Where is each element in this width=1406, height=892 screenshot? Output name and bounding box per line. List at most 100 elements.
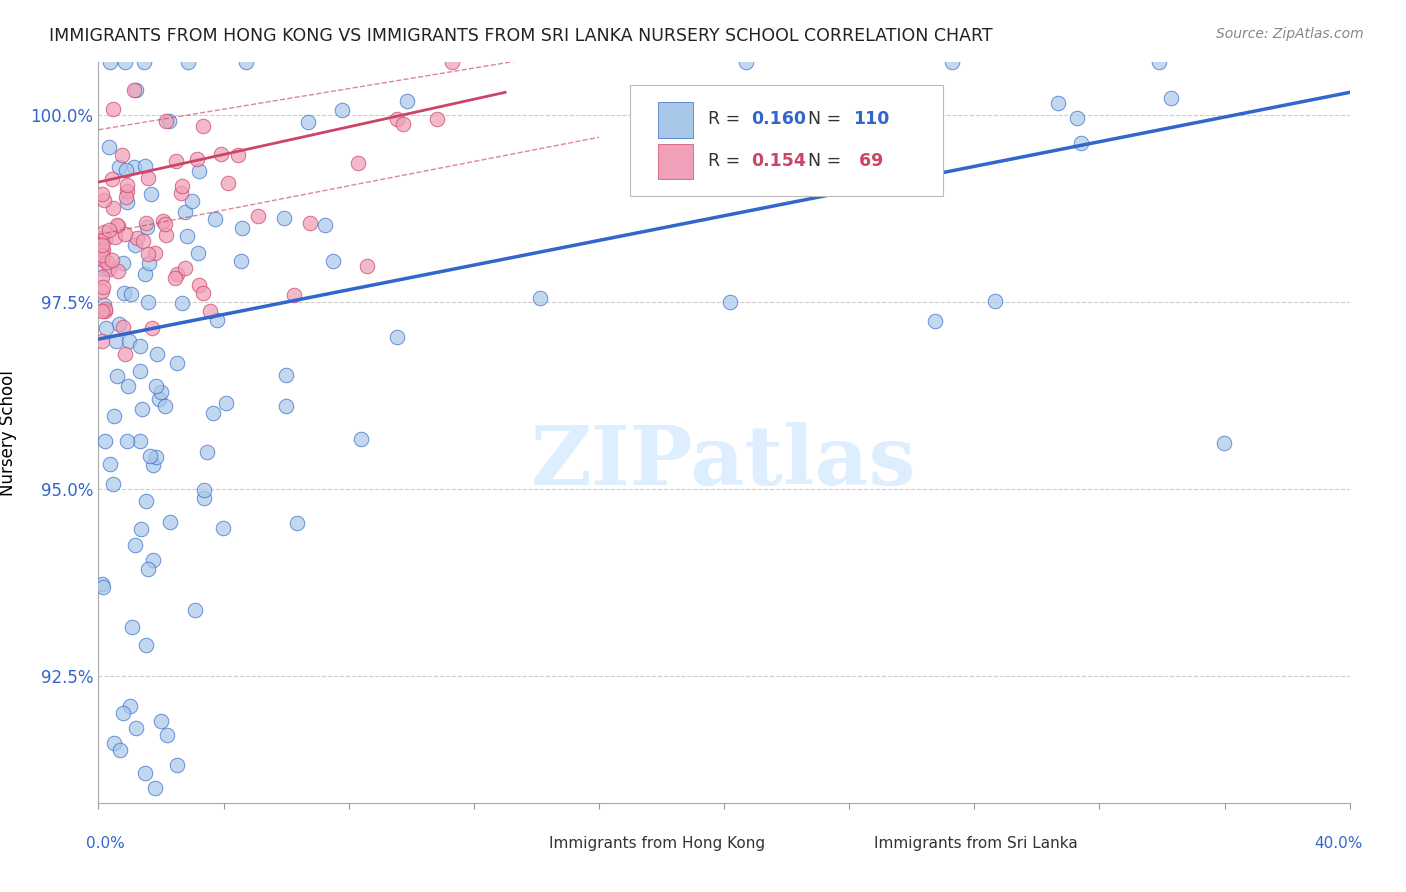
Point: [1160, 90, 1182, 104]
Point: [122, 160, 145, 174]
Point: [391, 117, 413, 131]
Point: [191, 120, 214, 134]
Text: ZIPatlas: ZIPatlas: [531, 422, 917, 502]
Point: [187, 246, 209, 260]
Text: 40.0%: 40.0%: [1313, 836, 1362, 851]
Point: [153, 399, 176, 413]
Point: [205, 313, 228, 327]
Text: 0.154: 0.154: [752, 152, 807, 169]
Point: [159, 515, 181, 529]
Point: [273, 211, 295, 226]
Point: [356, 259, 378, 273]
Point: [138, 256, 160, 270]
Point: [125, 83, 148, 97]
Y-axis label: Nursery School: Nursery School: [0, 369, 17, 496]
Point: [114, 55, 136, 70]
Point: [163, 271, 186, 285]
Point: [984, 293, 1007, 308]
Point: [166, 267, 188, 281]
Point: [201, 407, 224, 421]
Text: N =: N =: [808, 111, 846, 128]
Text: 0.0%: 0.0%: [86, 836, 125, 851]
Point: [322, 254, 344, 268]
Point: [117, 178, 139, 193]
Point: [283, 288, 305, 302]
Point: [142, 458, 165, 472]
Point: [135, 638, 157, 652]
Point: [783, 95, 806, 110]
Point: [149, 384, 172, 399]
Point: [98, 55, 121, 70]
Point: [90, 577, 112, 591]
Point: [100, 253, 122, 268]
Point: [136, 220, 159, 235]
Point: [93, 193, 115, 207]
Point: [170, 179, 193, 194]
Point: [1147, 55, 1170, 70]
Point: [735, 55, 758, 70]
Point: [276, 368, 298, 382]
Point: [93, 225, 115, 239]
Point: [347, 156, 370, 170]
Point: [135, 494, 157, 508]
Point: [108, 318, 131, 332]
Point: [139, 450, 162, 464]
Point: [118, 334, 141, 349]
Point: [131, 401, 153, 416]
Point: [91, 244, 114, 258]
Point: [103, 409, 125, 424]
Point: [96, 255, 118, 269]
Point: [134, 159, 156, 173]
Point: [136, 171, 159, 186]
Point: [157, 114, 180, 128]
Point: [129, 339, 152, 353]
Point: [143, 780, 166, 795]
Point: [186, 152, 208, 166]
Point: [155, 114, 177, 128]
Point: [100, 172, 122, 186]
Text: Immigrants from Hong Kong: Immigrants from Hong Kong: [548, 836, 765, 851]
Point: [134, 765, 156, 780]
Text: R =: R =: [707, 152, 745, 169]
Point: [90, 334, 112, 349]
Point: [1047, 96, 1070, 111]
Point: [105, 368, 128, 383]
Text: 0.160: 0.160: [752, 111, 807, 128]
Point: [114, 227, 136, 242]
Point: [330, 103, 353, 117]
Point: [228, 148, 250, 162]
Bar: [658, 103, 693, 138]
Point: [440, 55, 463, 70]
Point: [1213, 435, 1236, 450]
Point: [135, 216, 157, 230]
Point: [118, 698, 141, 713]
Point: [217, 176, 239, 190]
Point: [142, 553, 165, 567]
Point: [115, 184, 138, 198]
Text: 69: 69: [853, 152, 883, 169]
Point: [90, 304, 112, 318]
Point: [121, 620, 143, 634]
Point: [131, 522, 153, 536]
Point: [349, 433, 371, 447]
Point: [193, 491, 215, 505]
Point: [112, 706, 135, 720]
Point: [209, 147, 232, 161]
Point: [385, 112, 408, 126]
Point: [170, 186, 193, 200]
Point: [90, 237, 112, 252]
Bar: [499, 830, 536, 857]
Point: [145, 450, 167, 465]
Point: [94, 302, 117, 317]
Point: [103, 103, 125, 117]
Point: [112, 319, 135, 334]
Point: [120, 287, 142, 301]
Point: [212, 521, 235, 535]
Point: [105, 334, 128, 348]
Point: [103, 736, 125, 750]
Point: [98, 457, 121, 471]
Point: [93, 262, 115, 277]
Point: [125, 721, 148, 735]
Point: [148, 392, 170, 406]
Point: [193, 483, 215, 497]
